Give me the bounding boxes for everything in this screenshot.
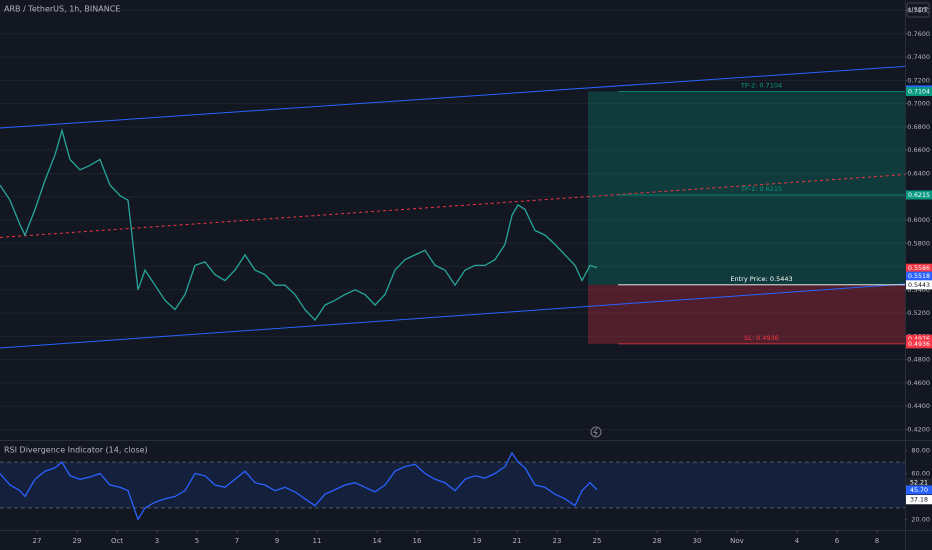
axis-tag [906,334,932,344]
series-line [0,451,598,521]
axis-tag-label: 0.6215 [908,192,930,199]
y-tick-label: 0.4600 [907,379,930,387]
y-tick-label: 0.7000 [907,100,930,108]
trend-line [0,283,906,349]
series-line [0,127,598,322]
x-tick-label: 9 [275,537,279,545]
x-tick-label: 25 [593,537,602,545]
axis-tag-label: 0.7104 [908,88,930,95]
x-tick-label: 14 [373,537,382,545]
x-tick-label: 6 [835,537,840,545]
rsi-band [0,462,905,508]
y-tick-label: 0.7200 [907,76,930,84]
axis-tag-label: 0.4936 [908,341,930,348]
x-tick-label: 7 [235,537,239,545]
loss-zone [588,284,905,344]
x-tick-label: 28 [653,537,662,545]
y-tick-label: 0.5400 [907,286,930,294]
x-tick-label: 8 [875,537,879,545]
x-tick-label: 21 [513,537,522,545]
x-tick-label: 30 [693,537,702,545]
x-tick-label: 3 [155,537,159,545]
y-tick-label: 0.7400 [907,53,930,61]
level-label: TP-1: 0.6215 [740,185,782,193]
axis-tag [906,271,932,281]
axis-tag-label: 52.21 [910,479,928,486]
x-tick-label: 5 [195,537,199,545]
plot-layer: 0.42000.44000.46000.48000.50000.52000.54… [0,6,932,545]
axis-tag [906,263,932,273]
level-label: Entry Price: 0.5443 [730,275,792,283]
axis-tag [906,280,932,290]
y-tick-label: 20.00 [911,515,930,523]
y-tick-label: 0.5200 [907,309,930,317]
y-tick-label: 0.5800 [907,239,930,247]
y-tick-label: 0.4400 [907,402,930,410]
x-tick-label: 23 [553,537,562,545]
y-tick-label: 0.7800 [907,6,930,14]
x-tick-label: 11 [313,537,322,545]
profit-zone [588,91,905,285]
axis-tag [906,477,932,487]
y-tick-label: 0.6400 [907,169,930,177]
x-tick-label: 16 [413,537,422,545]
y-tick-label: 60.00 [911,470,930,478]
x-tick-label: Nov [730,537,744,545]
axis-tag [906,86,932,96]
axis-tag-label: 0.5518 [908,273,930,280]
x-tick-label: 27 [33,537,42,545]
x-tick-label: 19 [473,537,482,545]
axis-tag-label: 0.5586 [908,265,930,272]
y-tick-label: 0.6000 [907,216,930,224]
x-tick-label: 4 [795,537,800,545]
trend-line [0,174,906,238]
y-tick-label: 0.6800 [907,123,930,131]
currency-label[interactable]: USDT [908,6,928,14]
axis-tag [906,190,932,200]
flash-glyph [593,427,598,437]
axis-tag-label: 0.5443 [908,282,930,289]
axis-tag-label: 37.18 [910,497,928,504]
axis-tag [906,485,932,495]
y-tick-label: 0.6600 [907,146,930,154]
y-tick-label: 0.4800 [907,356,930,364]
x-tick-label: 29 [73,537,82,545]
axis-tag-label: 45.70 [910,487,928,494]
axis-tag [906,339,932,349]
level-label: SL: 0.4936 [744,334,779,342]
flash-icon[interactable] [590,426,602,438]
y-tick-label: 80.00 [911,447,930,455]
y-tick-label: 0.4200 [907,426,930,434]
level-label: TP-2: 0.7104 [740,81,782,89]
currency-button[interactable] [906,2,930,18]
symbol-title: ARB / TetherUS, 1h, BINANCE [4,5,120,14]
indicator-title: RSI Divergence Indicator (14, close) [4,446,148,455]
y-tick-label: 0.7600 [907,30,930,38]
trend-line [0,65,906,129]
axis-tag [906,495,932,505]
x-tick-label: Oct [111,537,123,545]
